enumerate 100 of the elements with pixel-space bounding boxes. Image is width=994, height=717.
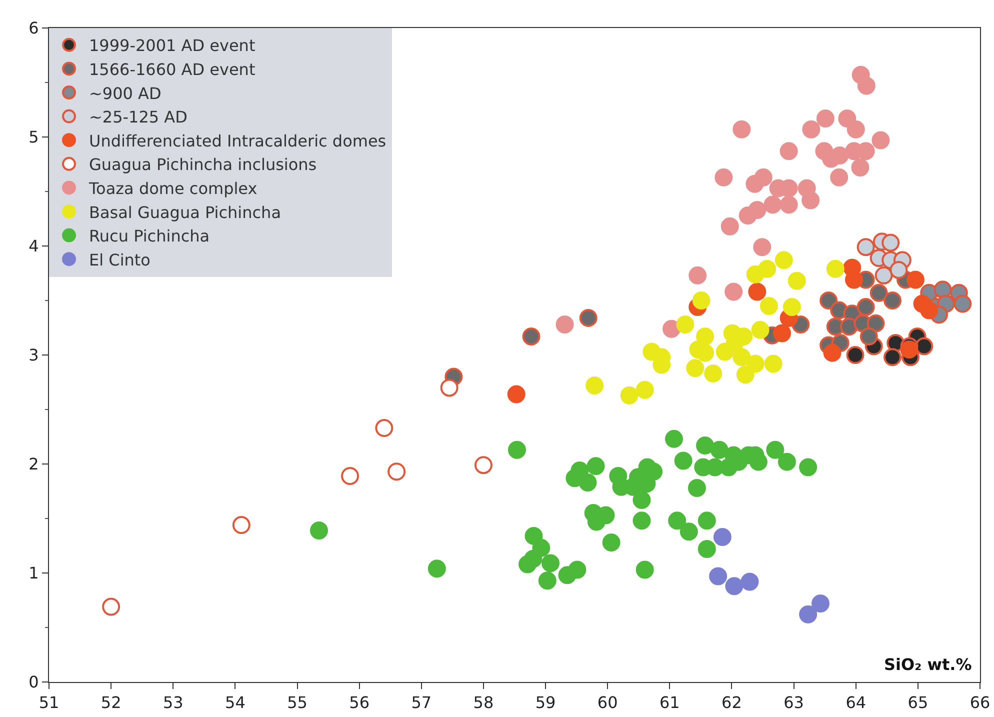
point <box>920 301 938 320</box>
legend-label: Rucu Pichincha <box>89 226 210 246</box>
point <box>802 120 820 138</box>
point <box>780 196 798 214</box>
point <box>753 238 772 256</box>
legend-label: Guagua Pichincha inclusions <box>89 155 317 174</box>
point <box>586 376 604 395</box>
x-tick-label: 55 <box>287 693 308 712</box>
point <box>883 292 902 310</box>
point <box>751 320 770 339</box>
point <box>740 572 759 591</box>
x-tick-label: 66 <box>970 693 990 712</box>
point <box>856 298 875 316</box>
legend-label: ~25-125 AD <box>89 108 188 127</box>
point <box>602 533 620 552</box>
x-tick-label: 61 <box>659 693 680 712</box>
point <box>714 168 733 186</box>
y-tick-label: 3 <box>28 346 39 365</box>
y-tick-label: 6 <box>28 18 39 38</box>
point <box>586 457 605 476</box>
point <box>578 474 597 492</box>
point <box>732 348 751 366</box>
point <box>725 577 744 596</box>
x-tick-label: 52 <box>100 693 122 712</box>
point <box>698 512 716 530</box>
point <box>665 430 684 448</box>
point <box>724 282 743 301</box>
point <box>773 324 792 342</box>
point <box>746 265 764 284</box>
point <box>538 572 556 590</box>
point <box>749 452 768 471</box>
x-axis-title: SiO₂ wt.% <box>884 655 972 674</box>
point <box>866 314 885 332</box>
point <box>845 270 863 289</box>
point <box>508 440 526 459</box>
point <box>686 359 704 378</box>
point <box>811 594 830 613</box>
point <box>764 196 782 214</box>
point <box>579 308 598 327</box>
point <box>310 521 328 540</box>
point <box>568 560 586 579</box>
point <box>872 131 890 150</box>
point <box>760 296 778 315</box>
x-tick-label: 57 <box>411 693 432 712</box>
x-tick-label: 56 <box>349 693 370 712</box>
point <box>860 327 878 346</box>
x-tick-label: 60 <box>597 693 618 712</box>
point <box>696 344 714 362</box>
point <box>636 560 654 579</box>
point <box>890 260 908 279</box>
legend-label: Basal Guagua Pichincha <box>89 202 281 222</box>
point <box>507 385 526 404</box>
point <box>782 298 801 316</box>
point <box>954 294 972 313</box>
point <box>857 76 876 95</box>
x-tick-label: 63 <box>784 693 804 712</box>
point <box>900 340 918 359</box>
point <box>826 260 844 278</box>
point <box>883 348 902 366</box>
point <box>662 320 681 338</box>
point <box>788 272 806 290</box>
point <box>802 191 820 210</box>
point <box>696 436 714 454</box>
legend-label: 1999-2001 AD event <box>89 36 256 56</box>
point <box>851 158 870 177</box>
point <box>856 238 875 256</box>
point <box>620 386 638 404</box>
point <box>774 251 793 270</box>
point <box>674 452 692 470</box>
point <box>341 466 360 485</box>
point <box>738 206 757 224</box>
point <box>232 516 250 534</box>
point <box>713 528 732 546</box>
point <box>704 364 722 383</box>
point <box>698 540 716 558</box>
point <box>780 142 798 160</box>
point <box>632 490 651 509</box>
point <box>375 419 394 438</box>
point <box>518 555 537 574</box>
point <box>732 120 751 138</box>
x-tick-label: 65 <box>908 693 928 712</box>
point <box>906 270 924 289</box>
x-tick-label: 54 <box>225 693 246 712</box>
point <box>688 478 706 497</box>
point <box>696 327 714 346</box>
point <box>748 282 766 301</box>
x-tick-label: 62 <box>722 693 742 712</box>
point <box>680 522 698 541</box>
legend-label: 1566-1660 AD event <box>89 60 256 79</box>
point <box>440 378 458 397</box>
point <box>846 346 864 364</box>
point <box>874 266 893 284</box>
y-tick-label: 2 <box>28 454 39 474</box>
point <box>823 344 842 362</box>
y-tick-label: 5 <box>28 128 39 147</box>
point <box>709 567 728 586</box>
x-tick-label: 51 <box>38 693 60 712</box>
point <box>764 354 782 373</box>
point <box>870 284 888 302</box>
point <box>668 512 686 530</box>
